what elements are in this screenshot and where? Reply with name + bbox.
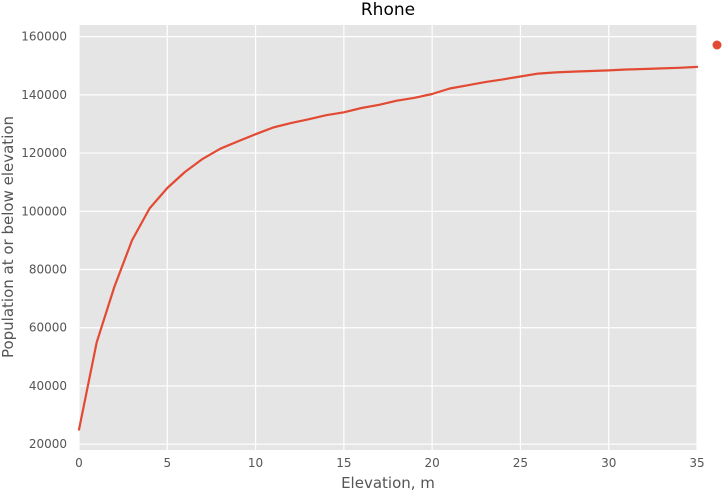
y-axis-ticks: 20000 40000 60000 80000 100000 120000 140000 16…	[21, 30, 67, 452]
y-tick-label: 20000	[29, 437, 67, 451]
x-axis-ticks: 0 5 10 15 20 25 30 35	[75, 456, 704, 470]
x-tick-label: 30	[601, 456, 616, 470]
y-tick-label: 140000	[21, 88, 67, 102]
chart-title: Rhone	[361, 0, 415, 20]
x-tick-label: 10	[248, 456, 263, 470]
x-axis-label: Elevation, m	[341, 474, 435, 491]
x-tick-label: 35	[689, 456, 704, 470]
x-tick-label: 15	[336, 456, 351, 470]
series-line	[77, 65, 699, 431]
y-tick-label: 100000	[21, 204, 67, 218]
y-tick-label: 60000	[29, 321, 67, 335]
x-tick-label: 20	[425, 456, 440, 470]
plot-background	[79, 25, 697, 450]
legend-marker	[712, 40, 722, 50]
y-tick-label: 80000	[29, 263, 67, 277]
x-tick-label: 5	[163, 456, 171, 470]
x-tick-label: 0	[75, 456, 83, 470]
y-tick-label: 40000	[29, 379, 67, 393]
x-tick-label: 25	[513, 456, 528, 470]
grid-lines	[78, 25, 698, 450]
y-axis-label: Population at or below elevation	[0, 116, 17, 358]
y-tick-label: 160000	[21, 30, 67, 44]
y-tick-label: 120000	[21, 146, 67, 160]
